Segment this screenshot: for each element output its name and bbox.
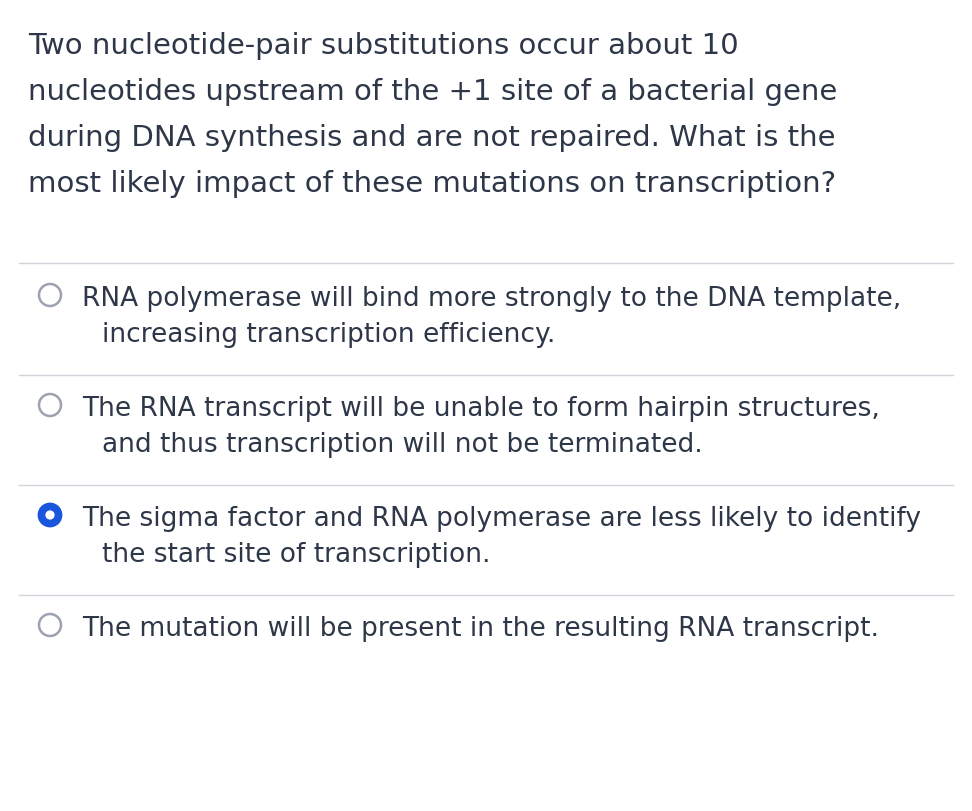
Text: The sigma factor and RNA polymerase are less likely to identify: The sigma factor and RNA polymerase are … [82,505,921,531]
Text: during DNA synthesis and are not repaired. What is the: during DNA synthesis and are not repaire… [28,124,836,152]
Circle shape [39,394,61,417]
Text: Two nucleotide-pair substitutions occur about 10: Two nucleotide-pair substitutions occur … [28,32,739,60]
Text: The mutation will be present in the resulting RNA transcript.: The mutation will be present in the resu… [82,616,879,642]
Text: The RNA transcript will be unable to form hairpin structures,: The RNA transcript will be unable to for… [82,396,880,422]
Circle shape [39,504,61,526]
Circle shape [39,285,61,307]
Text: increasing transcription efficiency.: increasing transcription efficiency. [102,322,555,348]
Circle shape [46,511,54,520]
Text: the start site of transcription.: the start site of transcription. [102,541,491,568]
Text: most likely impact of these mutations on transcription?: most likely impact of these mutations on… [28,169,836,198]
Text: RNA polymerase will bind more strongly to the DNA template,: RNA polymerase will bind more strongly t… [82,285,901,311]
Text: nucleotides upstream of the +1 site of a bacterial gene: nucleotides upstream of the +1 site of a… [28,78,837,106]
Text: and thus transcription will not be terminated.: and thus transcription will not be termi… [102,431,703,457]
Circle shape [39,614,61,636]
